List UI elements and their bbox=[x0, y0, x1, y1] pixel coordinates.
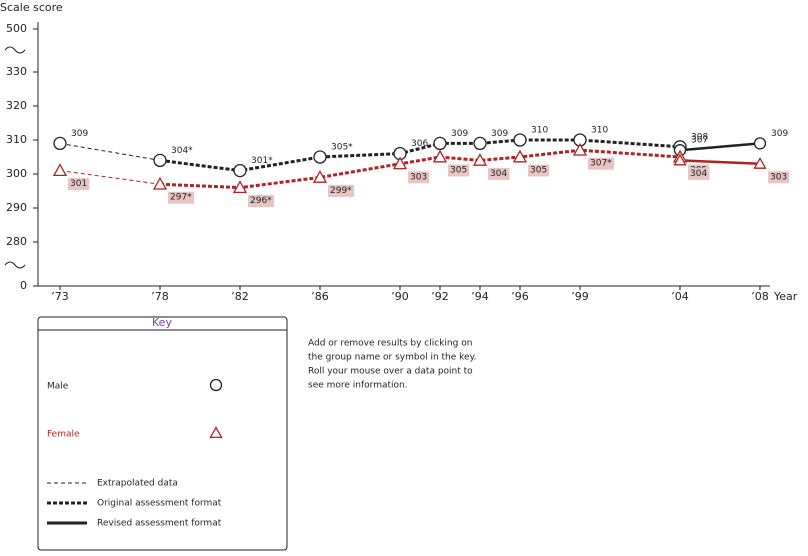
note-line: Add or remove results by clicking on bbox=[308, 339, 472, 349]
marker bbox=[433, 136, 447, 151]
marker bbox=[392, 156, 408, 170]
marker bbox=[152, 176, 168, 190]
value-label-bg bbox=[328, 184, 355, 197]
marker bbox=[312, 170, 328, 183]
value-label: 303 bbox=[770, 172, 787, 182]
marker bbox=[572, 142, 588, 156]
value-label-bg bbox=[408, 171, 430, 184]
x-tick-label: ’08 bbox=[751, 290, 769, 303]
value-label: 297* bbox=[170, 193, 192, 203]
x-tick-label: ’86 bbox=[311, 290, 329, 303]
legend-label[interactable]: Female bbox=[47, 430, 80, 440]
legend-label[interactable]: Male bbox=[47, 382, 69, 392]
series-line bbox=[679, 142, 761, 152]
value-label: 309 bbox=[451, 129, 468, 139]
value-label: 310 bbox=[591, 126, 608, 136]
value-label-bg bbox=[588, 157, 615, 170]
y-tick-label: 500 bbox=[6, 22, 27, 35]
marker bbox=[513, 133, 527, 147]
marker bbox=[53, 136, 67, 151]
value-label: 305* bbox=[331, 143, 353, 153]
value-label: 296* bbox=[250, 196, 272, 206]
x-tick-label: ’99 bbox=[571, 290, 589, 303]
value-label-bg bbox=[248, 195, 275, 208]
marker bbox=[473, 136, 487, 151]
value-label: 303 bbox=[410, 172, 427, 182]
key-box bbox=[37, 316, 288, 551]
y-axis-label: Scale score bbox=[0, 1, 63, 14]
marker bbox=[432, 149, 448, 163]
axis-break bbox=[4, 46, 26, 54]
marker bbox=[673, 153, 687, 166]
marker bbox=[753, 137, 767, 150]
note-line: Roll your mouse over a data point to bbox=[308, 367, 473, 377]
value-label: 307* bbox=[590, 159, 612, 169]
x-tick-label: ’78 bbox=[151, 290, 169, 303]
x-tick-label: ’96 bbox=[511, 290, 529, 303]
marker bbox=[313, 150, 327, 164]
value-label-bg bbox=[688, 167, 710, 180]
value-label: 309 bbox=[771, 129, 788, 139]
y-tick-label: 280 bbox=[6, 235, 27, 248]
key-title: Key bbox=[152, 316, 172, 329]
value-label: 304 bbox=[690, 169, 707, 179]
value-label: 301 bbox=[70, 179, 87, 189]
marker bbox=[153, 153, 167, 168]
value-label-bg bbox=[168, 191, 195, 204]
legend-symbol[interactable] bbox=[209, 426, 223, 439]
x-axis-label: Year bbox=[773, 290, 798, 303]
value-label: 308 bbox=[691, 132, 708, 142]
x-tick-label: ’94 bbox=[471, 290, 489, 303]
axis-break bbox=[4, 261, 26, 269]
value-label-bg bbox=[488, 167, 510, 180]
x-tick-label: ’92 bbox=[431, 290, 449, 303]
y-tick-label: 310 bbox=[6, 133, 27, 146]
value-label-bg bbox=[528, 164, 550, 177]
value-label: 305 bbox=[450, 166, 467, 176]
value-label: 299* bbox=[330, 186, 352, 196]
value-label-bg bbox=[448, 164, 470, 177]
marker bbox=[52, 163, 68, 177]
y-tick-label: 300 bbox=[6, 167, 27, 180]
series-line bbox=[59, 170, 161, 185]
marker bbox=[512, 149, 528, 163]
marker bbox=[233, 163, 247, 178]
x-tick-label: ’73 bbox=[51, 290, 69, 303]
value-label: 301* bbox=[251, 156, 273, 166]
y-tick-label: 320 bbox=[6, 99, 27, 112]
value-label: 307 bbox=[691, 136, 708, 146]
note-line: see more information. bbox=[308, 381, 408, 391]
series-line bbox=[679, 159, 761, 166]
marker bbox=[472, 153, 488, 166]
marker bbox=[232, 180, 248, 194]
x-tick-label: ’90 bbox=[391, 290, 409, 303]
key-style-label: Extrapolated data bbox=[97, 479, 178, 489]
value-label: 309 bbox=[71, 129, 88, 139]
x-tick-label: ’04 bbox=[671, 290, 689, 303]
key-style-label: Revised assessment format bbox=[97, 519, 222, 529]
value-label: 306 bbox=[411, 139, 428, 149]
key-style-label: Original assessment format bbox=[97, 499, 222, 509]
y-tick-label: 0 bbox=[20, 279, 27, 292]
value-label-bg bbox=[768, 171, 790, 184]
series-line bbox=[59, 142, 161, 161]
value-label: 309 bbox=[491, 129, 508, 139]
value-label: 305 bbox=[530, 166, 547, 176]
y-tick-label: 290 bbox=[6, 201, 27, 214]
value-label: 310 bbox=[531, 126, 548, 136]
x-tick-label: ’82 bbox=[231, 290, 249, 303]
value-label: 304 bbox=[490, 169, 507, 179]
legend-symbol[interactable] bbox=[209, 378, 223, 392]
value-label: 304* bbox=[171, 146, 193, 156]
value-label-bg bbox=[68, 178, 90, 191]
note-line: the group name or symbol in the key. bbox=[308, 353, 476, 363]
marker bbox=[753, 156, 767, 169]
y-tick-label: 330 bbox=[6, 65, 27, 78]
